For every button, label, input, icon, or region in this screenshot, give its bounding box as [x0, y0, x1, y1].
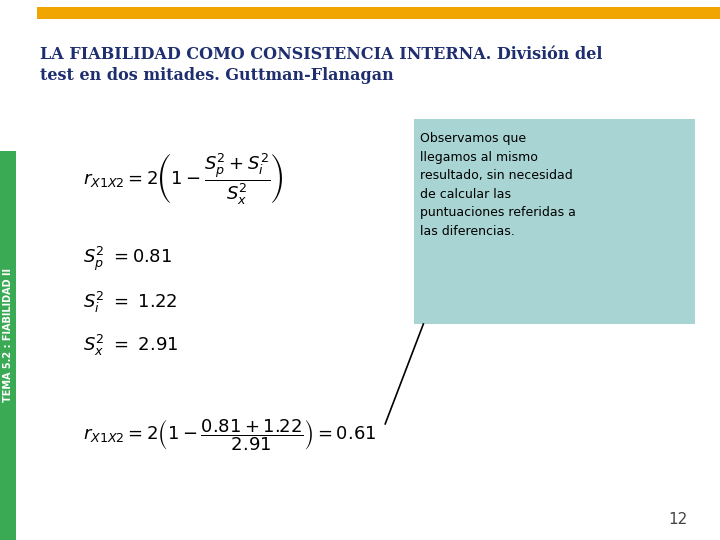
Text: $r_{X1X2} = 2\left(1 - \dfrac{0.81+1.22}{2.91}\right) = 0.61$: $r_{X1X2} = 2\left(1 - \dfrac{0.81+1.22}…	[83, 417, 376, 453]
FancyBboxPatch shape	[414, 119, 695, 324]
Bar	[37, 7, 720, 19]
Text: $r_{X1X2} = 2\left(1 - \dfrac{S_p^2 + S_i^2}{S_x^2}\right)$: $r_{X1X2} = 2\left(1 - \dfrac{S_p^2 + S_…	[83, 151, 284, 206]
Text: $S_i^2\ =\ 1.22$: $S_i^2\ =\ 1.22$	[83, 290, 177, 315]
Text: 12: 12	[668, 511, 688, 526]
Text: LA FIABILIDAD COMO CONSISTENCIA INTERNA. División del
test en dos mitades. Guttm: LA FIABILIDAD COMO CONSISTENCIA INTERNA.…	[40, 46, 602, 84]
Text: Observamos que
llegamos al mismo
resultado, sin necesidad
de calcular las
puntua: Observamos que llegamos al mismo resulta…	[420, 132, 575, 238]
Text: TEMA 5.2 : FIABILIDAD II: TEMA 5.2 : FIABILIDAD II	[3, 268, 13, 402]
Bar	[0, 151, 16, 540]
Text: $S_x^2\ =\ 2.91$: $S_x^2\ =\ 2.91$	[83, 333, 178, 358]
Text: $S_p^2\ = 0.81$: $S_p^2\ = 0.81$	[83, 245, 172, 273]
